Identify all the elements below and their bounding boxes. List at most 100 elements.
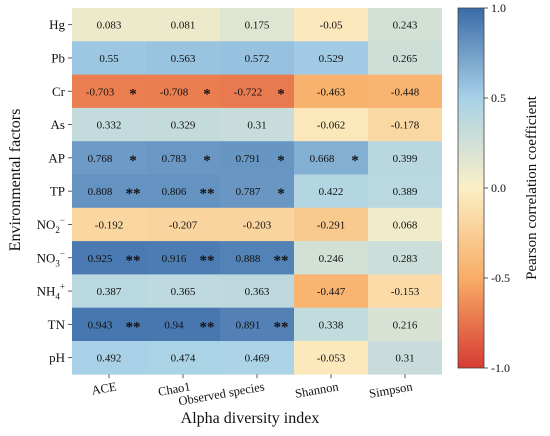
cell-value-label: 0.243 bbox=[393, 20, 418, 32]
significance-marker: * bbox=[277, 186, 285, 202]
heatmap-cell bbox=[146, 74, 220, 109]
cell-value-label: 0.943 bbox=[88, 319, 113, 331]
colorbar-tick-label: -1.0 bbox=[491, 361, 510, 375]
x-tick-label: Chao1 bbox=[157, 379, 192, 398]
heatmap-cell bbox=[72, 341, 146, 375]
heatmap-cell bbox=[294, 107, 368, 142]
cell-value-label: -0.463 bbox=[317, 86, 346, 98]
heatmap-cell bbox=[72, 207, 146, 242]
colorbar bbox=[457, 7, 485, 369]
heatmap-cell bbox=[294, 41, 368, 75]
heatmap-cell bbox=[294, 141, 368, 175]
cell-value-label: 0.31 bbox=[247, 120, 266, 132]
cell-value-label: 0.808 bbox=[88, 186, 113, 198]
cell-value-label: 0.31 bbox=[395, 353, 414, 365]
y-tick-label: Hg bbox=[49, 17, 65, 32]
heatmap-cell bbox=[72, 8, 146, 42]
cell-value-label: -0.703 bbox=[86, 86, 115, 98]
significance-marker: ** bbox=[200, 186, 215, 202]
heatmap-cell bbox=[368, 41, 442, 75]
heatmap-cell bbox=[368, 107, 442, 142]
y-tick-label: pH bbox=[49, 350, 65, 365]
y-tick-label: TP bbox=[50, 184, 65, 199]
cell-value-label: 0.469 bbox=[245, 353, 270, 365]
cell-value-label: 0.068 bbox=[393, 219, 418, 231]
cell-value-label: 0.338 bbox=[319, 319, 344, 331]
cell-value-label: 0.363 bbox=[245, 286, 270, 298]
y-tick-label: NH4+ bbox=[37, 282, 65, 302]
heatmap-cell bbox=[146, 207, 220, 242]
significance-marker: * bbox=[129, 153, 137, 169]
heatmap-cell bbox=[294, 8, 368, 42]
colorbar-tick-label: 0.0 bbox=[491, 181, 506, 195]
y-tick-label: Pb bbox=[51, 50, 65, 65]
cell-value-label: 0.768 bbox=[88, 153, 113, 165]
heatmap-cell bbox=[72, 307, 146, 342]
colorbar-tick-label: 0.5 bbox=[491, 91, 506, 105]
heatmap-cell bbox=[146, 174, 220, 209]
colorbar-tick-label: -0.5 bbox=[491, 271, 510, 285]
y-tick-label: AP bbox=[48, 150, 65, 165]
y-tick-label: As bbox=[51, 117, 65, 132]
y-tick-label: NO2− bbox=[37, 215, 65, 235]
heatmap-cell bbox=[294, 207, 368, 242]
significance-marker: * bbox=[129, 86, 137, 102]
heatmap-cell bbox=[72, 41, 146, 75]
heatmap-cell bbox=[72, 141, 146, 175]
y-axis-title: Environmental factors bbox=[7, 109, 24, 252]
cell-value-label: 0.492 bbox=[97, 353, 122, 365]
cell-value-label: -0.062 bbox=[317, 120, 345, 132]
x-tick-label: Simpson bbox=[368, 379, 414, 401]
cell-value-label: 0.783 bbox=[162, 153, 187, 165]
heatmap-cell bbox=[220, 174, 294, 209]
cell-value-label: 0.563 bbox=[171, 53, 196, 65]
heatmap-cell bbox=[146, 341, 220, 375]
heatmap-cell bbox=[220, 207, 294, 242]
cell-value-label: 0.283 bbox=[393, 253, 418, 265]
heatmap-cell bbox=[146, 107, 220, 142]
heatmap-cell bbox=[220, 41, 294, 75]
cell-value-label: 0.265 bbox=[393, 53, 418, 65]
cell-value-label: -0.447 bbox=[317, 286, 346, 298]
heatmap-cell bbox=[368, 307, 442, 342]
heatmap-cell bbox=[220, 8, 294, 42]
heatmap-cell bbox=[146, 8, 220, 42]
x-axis-title: Alpha diversity index bbox=[181, 410, 320, 427]
cell-value-label: -0.207 bbox=[169, 219, 198, 231]
heatmap-cell bbox=[294, 241, 368, 275]
colorbar-ticks: 1.0 0.5 0.0 -0.5 -1.0 bbox=[484, 1, 510, 375]
heatmap-cell bbox=[146, 274, 220, 308]
cell-value-label: 0.399 bbox=[393, 153, 418, 165]
cell-value-label: 0.329 bbox=[171, 120, 196, 132]
cell-value-label: 0.916 bbox=[162, 253, 187, 265]
cell-value-label: 0.365 bbox=[171, 286, 196, 298]
cell-value-label: 0.216 bbox=[393, 319, 418, 331]
cell-value-label: 0.083 bbox=[97, 20, 122, 32]
significance-marker: * bbox=[203, 86, 211, 102]
heatmap-cell bbox=[72, 274, 146, 308]
heatmap-cell bbox=[72, 74, 146, 109]
cell-value-label: -0.722 bbox=[234, 86, 262, 98]
cell-value-label: 0.891 bbox=[236, 319, 261, 331]
significance-marker: * bbox=[351, 153, 359, 169]
heatmap-cell bbox=[368, 207, 442, 242]
y-tick-label: Cr bbox=[52, 84, 66, 99]
heatmap-cell bbox=[72, 241, 146, 275]
cell-value-label: 0.787 bbox=[236, 186, 261, 198]
y-tick-labels: Hg Pb Cr As AP TP NO2− NO3− NH4+ TN pH bbox=[37, 17, 72, 365]
cell-value-label: -0.291 bbox=[317, 219, 345, 231]
heatmap-cell bbox=[146, 41, 220, 75]
cell-value-label: 0.332 bbox=[97, 120, 122, 132]
heatmap-cell bbox=[220, 74, 294, 109]
cell-value-label: 0.474 bbox=[171, 353, 196, 365]
heatmap-cell bbox=[294, 74, 368, 109]
significance-marker: * bbox=[277, 86, 285, 102]
significance-marker: * bbox=[203, 153, 211, 169]
heatmap-cell bbox=[72, 174, 146, 209]
cell-value-label: -0.448 bbox=[391, 86, 420, 98]
heatmap-cell bbox=[368, 74, 442, 109]
cell-value-label: 0.389 bbox=[393, 186, 418, 198]
heatmap-cell bbox=[368, 8, 442, 42]
cell-value-label: 0.529 bbox=[319, 53, 344, 65]
colorbar-title: Pearson correlation coefficient bbox=[524, 95, 540, 280]
